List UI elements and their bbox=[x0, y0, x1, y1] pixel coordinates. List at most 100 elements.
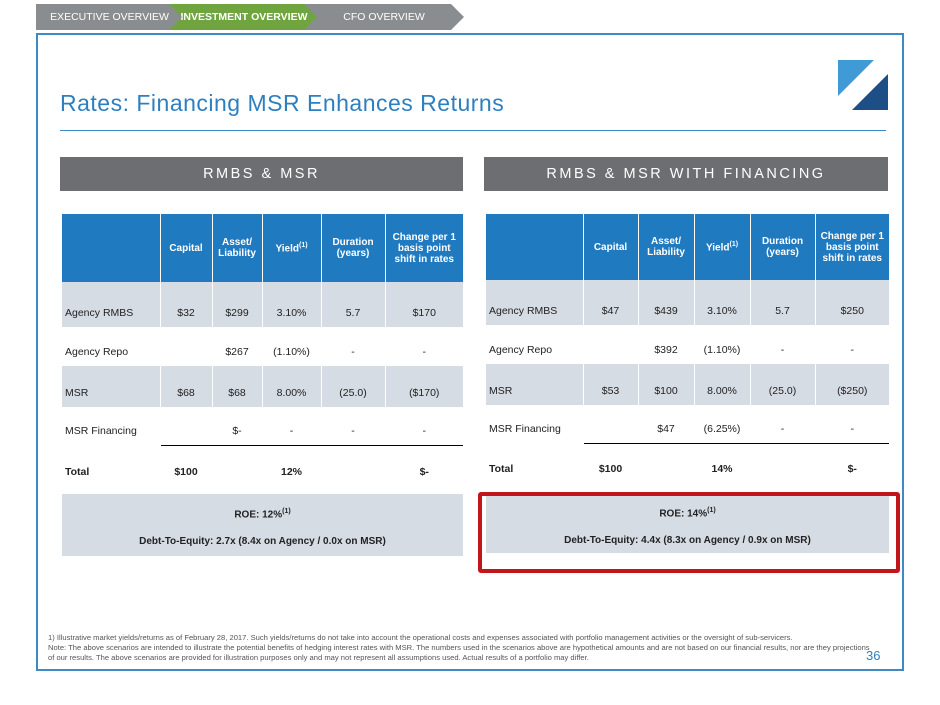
total-row: Total $100 12% $- bbox=[62, 445, 463, 492]
col-header-change: Change per 1 basis point shift in rates bbox=[815, 214, 889, 280]
left-table: Capital Asset/ Liability Yield(1) Durati… bbox=[62, 214, 463, 492]
col-header-change: Change per 1 basis point shift in rates bbox=[385, 214, 463, 282]
title-divider bbox=[60, 130, 886, 131]
left-roe-box: ROE: 12%(1) Debt-To-Equity: 2.7x (8.4x o… bbox=[62, 494, 463, 556]
cell-capital: $47 bbox=[583, 280, 639, 325]
cell-capital bbox=[583, 405, 639, 444]
right-section-header: RMBS & MSR WITH FINANCING bbox=[484, 157, 888, 191]
table-row: Agency Repo $392 (1.10%) - - bbox=[486, 325, 889, 364]
cell-change: - bbox=[385, 327, 463, 366]
footnote-1: 1) Illustrative market yields/returns as… bbox=[48, 633, 793, 642]
total-duration bbox=[750, 443, 816, 489]
cell-change: - bbox=[385, 407, 463, 446]
cell-change: ($250) bbox=[815, 364, 889, 405]
cell-yield: (6.25%) bbox=[694, 405, 751, 444]
total-capital: $100 bbox=[583, 443, 639, 489]
col-header-yield: Yield(1) bbox=[262, 214, 322, 282]
cell-asset: $299 bbox=[212, 282, 263, 327]
row-label: MSR Financing bbox=[486, 405, 584, 443]
col-header-blank bbox=[486, 214, 584, 280]
cell-asset: $100 bbox=[638, 364, 695, 405]
cell-change: - bbox=[815, 325, 889, 364]
cell-change: ($170) bbox=[385, 366, 463, 407]
total-yield: 14% bbox=[694, 443, 751, 489]
cell-asset: $68 bbox=[212, 366, 263, 407]
cell-duration: - bbox=[321, 407, 386, 446]
tab-cfo-overview[interactable]: CFO OVERVIEW bbox=[304, 4, 464, 30]
page-number: 36 bbox=[866, 648, 881, 663]
right-roe-box: ROE: 14%(1) Debt-To-Equity: 4.4x (8.3x o… bbox=[486, 494, 889, 553]
row-label: Agency RMBS bbox=[486, 280, 584, 325]
table-row: MSR $68 $68 8.00% (25.0) ($170) bbox=[62, 366, 463, 407]
left-debt-to-equity: Debt-To-Equity: 2.7x (8.4x on Agency / 0… bbox=[139, 536, 386, 547]
slide-frame bbox=[36, 33, 904, 671]
row-label: Agency Repo bbox=[62, 327, 161, 366]
cell-yield: (1.10%) bbox=[262, 327, 322, 366]
table-row: Agency RMBS $32 $299 3.10% 5.7 $170 bbox=[62, 282, 463, 327]
cell-capital: $53 bbox=[583, 364, 639, 405]
cell-duration: 5.7 bbox=[321, 282, 386, 327]
cell-yield: 3.10% bbox=[262, 282, 322, 327]
right-debt-to-equity: Debt-To-Equity: 4.4x (8.3x on Agency / 0… bbox=[564, 535, 811, 546]
footnote: 1) Illustrative market yields/returns as… bbox=[48, 633, 878, 663]
row-label: Agency Repo bbox=[486, 325, 584, 364]
cell-duration: (25.0) bbox=[750, 364, 816, 405]
right-roe: ROE: 14%(1) bbox=[659, 507, 716, 520]
col-header-duration: Duration (years) bbox=[750, 214, 816, 280]
table-row: MSR Financing $47 (6.25%) - - bbox=[486, 405, 889, 444]
left-section-header: RMBS & MSR bbox=[60, 157, 463, 191]
tab-executive-overview[interactable]: EXECUTIVE OVERVIEW bbox=[36, 4, 183, 30]
cell-duration: - bbox=[750, 325, 816, 364]
highlight-box bbox=[478, 492, 900, 573]
total-asset bbox=[212, 445, 263, 492]
cell-change: $250 bbox=[815, 280, 889, 325]
cell-asset: $267 bbox=[212, 327, 263, 366]
company-logo-icon bbox=[838, 60, 888, 110]
col-header-blank bbox=[62, 214, 161, 282]
col-header-capital: Capital bbox=[160, 214, 213, 282]
table-row: Agency Repo $267 (1.10%) - - bbox=[62, 327, 463, 366]
total-label: Total bbox=[486, 443, 584, 489]
table-row: Agency RMBS $47 $439 3.10% 5.7 $250 bbox=[486, 280, 889, 325]
cell-duration: - bbox=[750, 405, 816, 444]
tab-investment-overview[interactable]: INVESTMENT OVERVIEW bbox=[169, 4, 319, 30]
cell-duration: - bbox=[321, 327, 386, 366]
total-change: $- bbox=[385, 445, 463, 492]
table-row: MSR Financing $- - - - bbox=[62, 407, 463, 446]
col-header-asset-liability: Asset/ Liability bbox=[212, 214, 263, 282]
cell-yield: - bbox=[262, 407, 322, 446]
cell-capital: $68 bbox=[160, 366, 213, 407]
total-label: Total bbox=[62, 445, 161, 492]
cell-asset: $392 bbox=[638, 325, 695, 364]
cell-yield: 3.10% bbox=[694, 280, 751, 325]
cell-asset: $47 bbox=[638, 405, 695, 444]
top-nav: EXECUTIVE OVERVIEW INVESTMENT OVERVIEW C… bbox=[36, 4, 466, 30]
cell-yield: 8.00% bbox=[694, 364, 751, 405]
total-asset bbox=[638, 443, 695, 489]
total-duration bbox=[321, 445, 386, 492]
cell-change: $170 bbox=[385, 282, 463, 327]
page-title: Rates: Financing MSR Enhances Returns bbox=[60, 90, 505, 116]
row-label: MSR Financing bbox=[62, 407, 161, 445]
row-label: MSR bbox=[62, 366, 161, 407]
row-label: MSR bbox=[486, 364, 584, 405]
cell-capital bbox=[160, 327, 213, 366]
table-row: MSR $53 $100 8.00% (25.0) ($250) bbox=[486, 364, 889, 405]
footnote-note: Note: The above scenarios are intended t… bbox=[48, 643, 870, 662]
total-change: $- bbox=[815, 443, 889, 489]
left-roe: ROE: 12%(1) bbox=[234, 508, 291, 521]
cell-duration: 5.7 bbox=[750, 280, 816, 325]
cell-asset: $439 bbox=[638, 280, 695, 325]
row-label: Agency RMBS bbox=[62, 282, 161, 327]
cell-change: - bbox=[815, 405, 889, 444]
cell-capital bbox=[160, 407, 213, 446]
col-header-yield: Yield(1) bbox=[694, 214, 751, 280]
col-header-capital: Capital bbox=[583, 214, 639, 280]
cell-capital bbox=[583, 325, 639, 364]
cell-yield: 8.00% bbox=[262, 366, 322, 407]
total-capital: $100 bbox=[160, 445, 213, 492]
cell-capital: $32 bbox=[160, 282, 213, 327]
total-yield: 12% bbox=[262, 445, 322, 492]
col-header-duration: Duration (years) bbox=[321, 214, 386, 282]
total-row: Total $100 14% $- bbox=[486, 443, 889, 489]
